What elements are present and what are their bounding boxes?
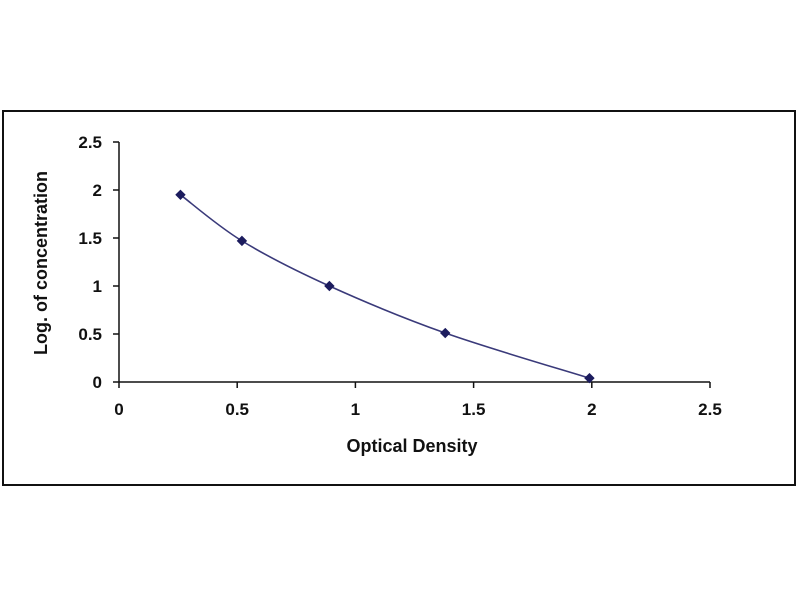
fit-curve [179, 194, 590, 379]
data-point [440, 327, 451, 339]
y-tick-label: 1 [93, 277, 102, 296]
x-tick-label: 0 [114, 400, 123, 419]
data-points [175, 189, 595, 384]
x-tick-labels: 0 0.5 1 1.5 2 2.5 [114, 400, 722, 419]
x-axis-title: Optical Density [346, 436, 477, 456]
x-ticks [118, 382, 711, 388]
y-tick-label: 0 [93, 373, 102, 392]
data-point [175, 189, 186, 201]
chart-frame [2, 110, 796, 486]
y-tick-label: 0.5 [78, 325, 102, 344]
x-tick-label: 2 [587, 400, 596, 419]
x-tick-label: 2.5 [698, 400, 722, 419]
data-point [584, 372, 595, 384]
data-point [324, 280, 335, 292]
y-tick-label: 2 [93, 181, 102, 200]
data-point [236, 235, 248, 247]
y-ticks [113, 141, 119, 383]
y-tick-label: 1.5 [78, 229, 102, 248]
x-tick-label: 1 [351, 400, 360, 419]
y-tick-labels: 0 0.5 1 1.5 2 2.5 [78, 133, 102, 392]
y-axis-title: Log. of concentration [31, 171, 51, 355]
y-tick-label: 2.5 [78, 133, 102, 152]
x-tick-label: 0.5 [225, 400, 249, 419]
x-tick-label: 1.5 [462, 400, 486, 419]
